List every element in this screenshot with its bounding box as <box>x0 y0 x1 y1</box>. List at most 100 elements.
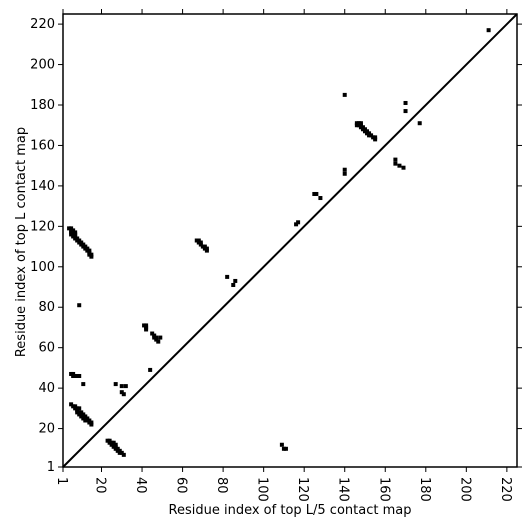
contact-point <box>81 412 86 417</box>
contact-point <box>87 418 92 423</box>
x-tick-label: 200 <box>457 477 472 502</box>
contact-point <box>113 442 118 447</box>
x-tick-label: 40 <box>133 477 148 494</box>
x-tick-label: 100 <box>255 477 270 502</box>
diagonal-line <box>62 13 518 468</box>
x-tick-label: 160 <box>376 477 391 502</box>
contact-point <box>105 438 110 443</box>
contact-point <box>117 448 122 453</box>
contact-point <box>196 238 201 243</box>
contact-point <box>89 422 94 427</box>
contact-point <box>89 420 94 425</box>
contact-point <box>342 167 347 172</box>
contact-point <box>121 392 126 397</box>
plot-frame <box>62 13 518 468</box>
contact-point <box>77 240 82 245</box>
contact-point <box>144 323 149 328</box>
contact-point <box>79 412 84 417</box>
contact-point <box>154 337 159 342</box>
contact-point <box>79 242 84 247</box>
contact-point <box>119 390 124 395</box>
contact-point <box>71 234 76 239</box>
contact-point <box>109 442 114 447</box>
contact-point <box>356 121 361 126</box>
contact-point <box>117 450 122 455</box>
contact-point <box>87 248 92 253</box>
contact-point <box>202 244 207 249</box>
contact-point <box>342 171 347 176</box>
contact-point <box>73 236 78 241</box>
y-tick-label: 80 <box>38 300 55 315</box>
contact-point <box>312 191 317 196</box>
contact-point <box>360 125 365 130</box>
contact-point <box>69 230 74 235</box>
contact-point <box>73 230 78 235</box>
contact-point <box>83 416 88 421</box>
contact-point <box>87 250 92 255</box>
contact-point <box>362 129 367 134</box>
contact-point <box>89 252 94 257</box>
contact-point <box>113 444 118 449</box>
x-axis-label: Residue index of top L/5 contact map <box>169 503 412 518</box>
contact-point <box>367 131 372 136</box>
contact-point <box>85 248 90 253</box>
contact-point <box>397 163 402 168</box>
contact-point <box>71 404 76 409</box>
y-tick-label: 60 <box>38 341 55 356</box>
contact-point <box>123 384 128 389</box>
y-axis-label: Residue index of top L contact map <box>14 127 29 357</box>
contact-point <box>111 440 116 445</box>
contact-point <box>77 238 82 243</box>
contact-point <box>75 410 80 415</box>
contact-point <box>294 222 299 227</box>
contact-point <box>83 246 88 251</box>
contact-point <box>75 373 80 378</box>
contact-point <box>296 220 301 225</box>
contact-point <box>194 238 199 243</box>
contact-point <box>109 440 114 445</box>
contact-point <box>358 125 363 130</box>
contact-point <box>113 382 118 387</box>
contact-point <box>371 135 376 140</box>
contact-point <box>77 406 82 411</box>
contact-point <box>71 228 76 233</box>
contact-point <box>314 191 319 196</box>
contact-point <box>77 412 82 417</box>
x-tick-label: 20 <box>93 477 108 494</box>
contact-point <box>233 278 238 283</box>
contact-point <box>358 123 363 128</box>
contact-point <box>202 246 207 251</box>
contact-point <box>358 121 363 126</box>
x-tick-label: 120 <box>295 477 310 502</box>
y-tick-label: 120 <box>30 219 55 234</box>
contact-point <box>200 244 205 249</box>
contact-point <box>79 240 84 245</box>
y-tick-label: 180 <box>30 98 55 113</box>
contact-point <box>81 382 86 387</box>
contact-point <box>85 416 90 421</box>
y-tick-label: 20 <box>38 422 55 437</box>
contact-point <box>152 333 157 338</box>
contact-point <box>71 371 76 376</box>
contact-point <box>318 196 323 201</box>
contact-point <box>198 242 203 247</box>
contact-point <box>281 446 286 451</box>
x-tick-label: 1 <box>54 477 69 485</box>
contact-point <box>369 133 374 138</box>
contact-point <box>67 226 72 231</box>
contact-point <box>69 371 74 376</box>
x-tick-label: 60 <box>174 477 189 494</box>
contact-point <box>79 414 84 419</box>
contact-point <box>81 416 86 421</box>
contact-point <box>231 282 236 287</box>
contact-point <box>486 28 491 33</box>
contact-point <box>111 444 116 449</box>
x-tick-label: 180 <box>417 477 432 502</box>
contact-point <box>144 325 149 330</box>
contact-point <box>150 331 155 336</box>
y-tick-label: 160 <box>30 138 55 153</box>
contact-point <box>367 133 372 138</box>
contact-point <box>115 446 120 451</box>
contact-point <box>373 137 378 142</box>
